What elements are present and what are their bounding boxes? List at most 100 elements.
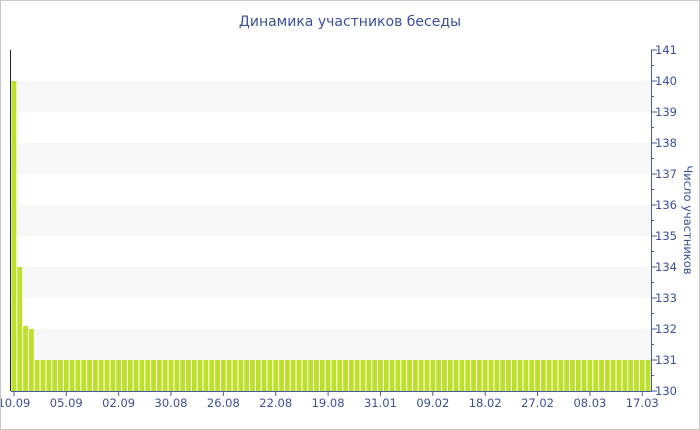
bar <box>261 360 267 391</box>
bar <box>81 360 87 391</box>
bar <box>250 360 255 391</box>
bar <box>11 81 17 391</box>
bar <box>156 360 162 391</box>
x-tick-label: 27.02 <box>521 396 554 410</box>
bar <box>139 360 145 391</box>
bar <box>395 360 401 391</box>
y-tick-label: 138 <box>655 136 677 150</box>
bar <box>354 360 360 391</box>
bar <box>238 360 244 391</box>
bar <box>610 360 616 391</box>
grid-band <box>11 267 651 298</box>
bar <box>209 360 215 391</box>
bar <box>442 360 447 391</box>
y-tick-label: 140 <box>655 74 677 88</box>
y-tick-label: 131 <box>655 353 677 367</box>
x-tick-label: 31.01 <box>364 396 397 410</box>
bar <box>92 360 98 391</box>
x-tick-label: 18.02 <box>469 396 502 410</box>
bar <box>215 360 220 391</box>
bar <box>151 360 156 391</box>
bar <box>453 360 459 391</box>
bar <box>401 360 407 391</box>
bar <box>430 360 436 391</box>
bar <box>459 360 465 391</box>
bar <box>511 360 517 391</box>
x-tick-label: 19.08 <box>312 396 345 410</box>
bar <box>581 360 587 391</box>
bar <box>383 360 389 391</box>
bar <box>604 360 610 391</box>
bar <box>506 360 511 391</box>
bar <box>290 360 296 391</box>
x-tick-label: 08.03 <box>573 396 606 410</box>
bar <box>552 360 558 391</box>
bar <box>366 360 372 391</box>
bar <box>186 360 191 391</box>
bar <box>471 360 476 391</box>
bar <box>564 360 570 391</box>
bar <box>191 360 197 391</box>
bar <box>69 360 75 391</box>
bar <box>133 360 139 391</box>
y-tick-label: 141 <box>655 43 677 57</box>
x-tick-label: 30.08 <box>155 396 188 410</box>
bar <box>122 360 127 391</box>
bar <box>535 360 540 391</box>
grid-band <box>11 205 651 236</box>
bar <box>622 360 628 391</box>
y-tick-label: 130 <box>655 384 677 398</box>
grid-band <box>11 143 651 174</box>
bar <box>197 360 203 391</box>
y-tick-label: 134 <box>655 260 677 274</box>
bar <box>418 360 424 391</box>
bar <box>494 360 500 391</box>
bar <box>279 360 284 391</box>
bar <box>168 360 174 391</box>
bar <box>145 360 151 391</box>
bar <box>378 360 383 391</box>
bar <box>255 360 261 391</box>
bar <box>337 360 343 391</box>
bar <box>575 360 581 391</box>
bar <box>360 360 366 391</box>
bar <box>302 360 308 391</box>
bar <box>296 360 302 391</box>
bar <box>540 360 546 391</box>
bar <box>558 360 564 391</box>
bar <box>98 360 104 391</box>
bar <box>570 360 575 391</box>
x-tick-label: 10.09 <box>1 396 30 410</box>
bar <box>482 360 488 391</box>
bar <box>203 360 209 391</box>
y-tick-label: 133 <box>655 291 677 305</box>
y-tick-label: 137 <box>655 167 677 181</box>
bar <box>284 360 290 391</box>
x-tick-label: 09.02 <box>416 396 449 410</box>
bar <box>523 360 529 391</box>
x-tick-label: 02.09 <box>102 396 135 410</box>
bar <box>465 360 471 391</box>
bar <box>63 360 69 391</box>
bar <box>325 360 331 391</box>
bar <box>546 360 552 391</box>
bar <box>52 360 58 391</box>
bar <box>232 360 238 391</box>
bar <box>331 360 337 391</box>
bar <box>424 360 430 391</box>
bar <box>40 360 46 391</box>
x-tick-label: 17.03 <box>626 396 659 410</box>
bar <box>87 360 92 391</box>
grid-band <box>11 81 651 112</box>
bar <box>476 360 482 391</box>
bar <box>127 360 133 391</box>
bar <box>593 360 599 391</box>
bar <box>343 360 348 391</box>
bar <box>46 360 52 391</box>
bar <box>616 360 622 391</box>
bar <box>529 360 535 391</box>
bar <box>34 360 40 391</box>
y-tick-label: 136 <box>655 198 677 212</box>
bar <box>180 360 186 391</box>
